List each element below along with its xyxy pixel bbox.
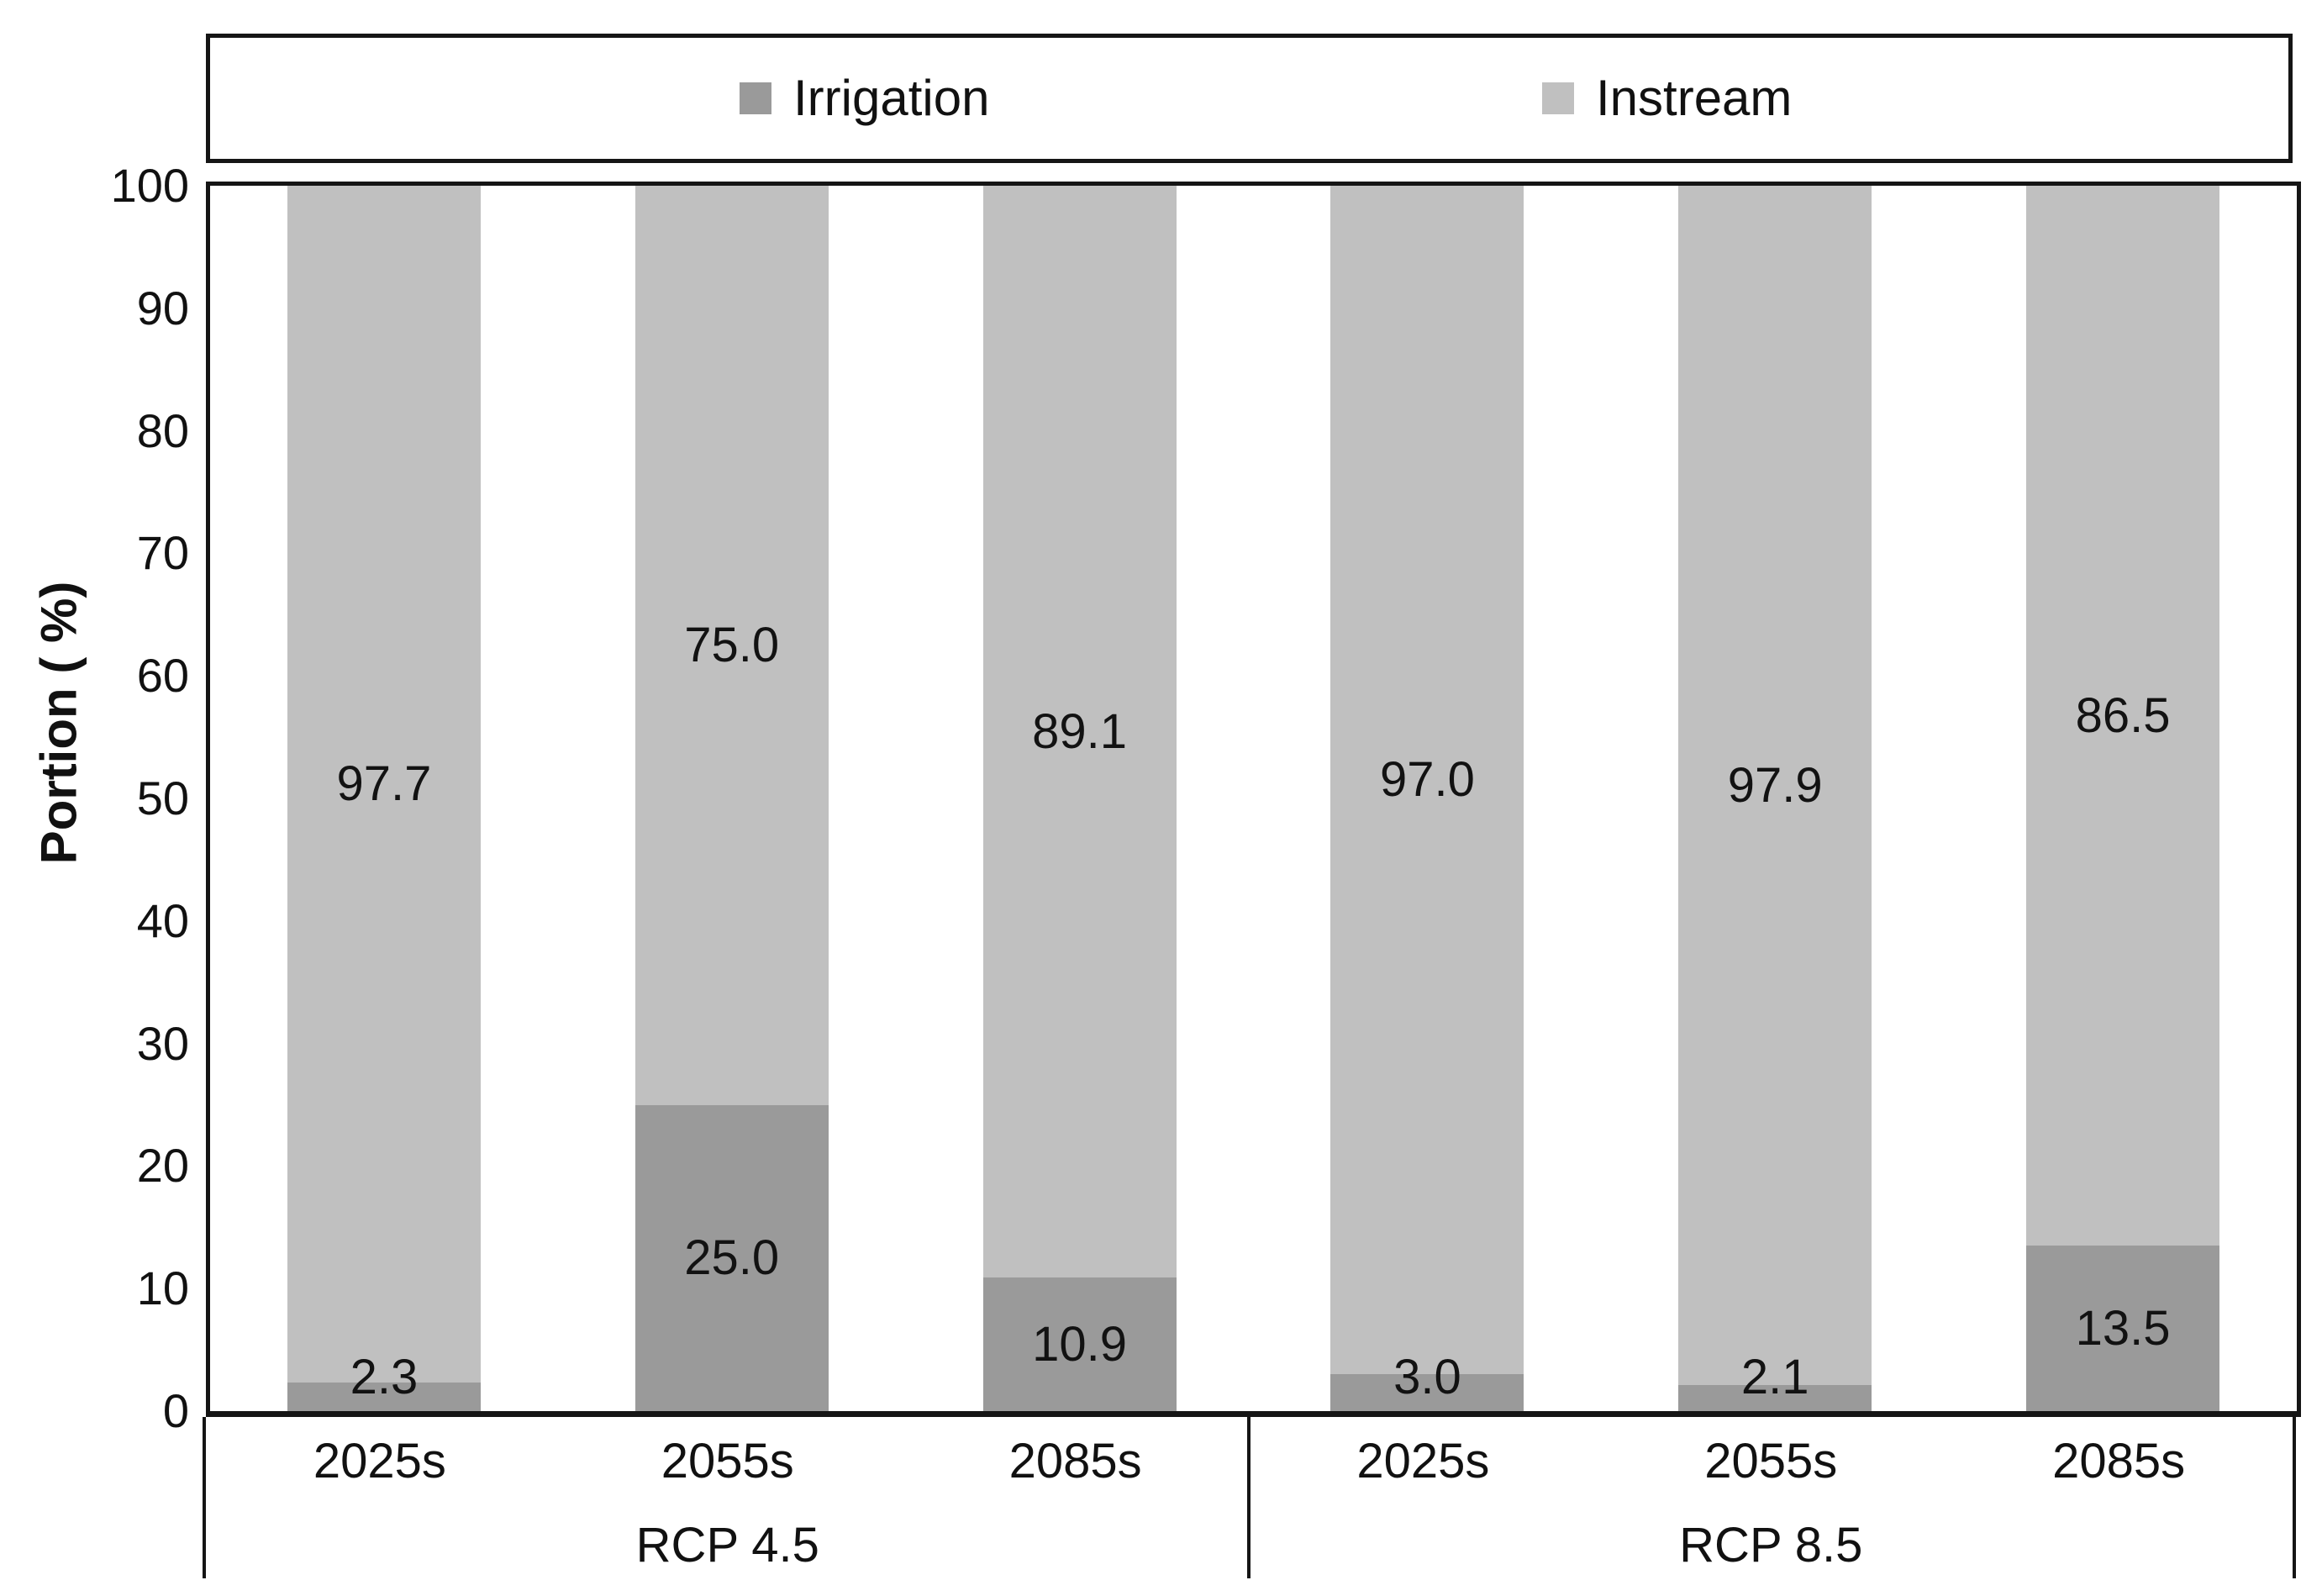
axis-extension-line-right <box>2293 1417 2296 1578</box>
bar-value-label-instream: 97.7 <box>336 756 432 812</box>
bar-value-label-irrigation: 13.5 <box>2075 1300 2171 1356</box>
irrigation-swatch-icon <box>740 82 771 114</box>
bar-segment-instream-2025s <box>1330 186 1524 1375</box>
x-group-label: RCP 8.5 <box>1679 1518 1863 1572</box>
legend-item-irrigation: Irrigation <box>740 73 989 124</box>
bar-value-label-instream: 97.9 <box>1727 757 1823 813</box>
bar-segment-instream-2085s <box>2026 186 2220 1246</box>
bar-segment-irrigation-2085s <box>2026 1246 2220 1411</box>
bar-segment-irrigation-2025s <box>1330 1374 1524 1411</box>
bar-segment-instream-2025s <box>287 186 481 1383</box>
bar-segment-irrigation-2055s <box>634 1104 829 1411</box>
x-category-label: 2085s <box>2052 1434 2186 1488</box>
y-tick-label: 20 <box>136 1139 189 1193</box>
bar-segment-irrigation-2055s <box>1678 1385 1872 1411</box>
y-tick-label: 80 <box>136 403 189 457</box>
x-axis-area: 2025s 2055s 2085s 2025s 2055s 2085s RCP 4.5 RCP… <box>203 1417 2296 1593</box>
bar-segment-instream-2085s <box>982 186 1177 1278</box>
legend-label-instream: Instream <box>1596 70 1793 126</box>
bar-value-label-instream: 97.0 <box>1379 752 1475 808</box>
y-tick-label: 50 <box>136 772 189 824</box>
y-tick-label: 70 <box>136 526 189 580</box>
bar-value-label-instream: 89.1 <box>1032 703 1128 759</box>
bar-value-label-irrigation: 2.1 <box>1740 1350 1809 1404</box>
y-tick-label: 100 <box>110 159 189 212</box>
bar-value-label-irrigation: 3.0 <box>1393 1350 1461 1404</box>
y-tick-label: 40 <box>136 893 189 947</box>
y-tick-label: 10 <box>136 1262 189 1315</box>
bar-value-label-irrigation: 10.9 <box>1032 1316 1128 1372</box>
bar-value-label-instream: 86.5 <box>2075 687 2171 743</box>
x-category-label: 2085s <box>1008 1434 1142 1488</box>
x-category-label: 2025s <box>1356 1434 1490 1488</box>
bar-value-label-irrigation: 2.3 <box>350 1350 419 1404</box>
bar-segment-instream-2055s <box>634 186 829 1105</box>
bar-value-label-irrigation: 25.0 <box>684 1230 780 1285</box>
bar-segment-irrigation-2085s <box>982 1277 1177 1411</box>
axis-extension-line-middle <box>1247 1417 1251 1578</box>
x-group-label: RCP 4.5 <box>635 1518 819 1572</box>
x-category-label: 2055s <box>661 1434 794 1488</box>
legend-item-instream: Instream <box>1542 73 1792 124</box>
bar-segment-instream-2055s <box>1678 186 1872 1386</box>
x-category-label: 2055s <box>1704 1434 1838 1488</box>
y-tick-label: 60 <box>136 649 189 703</box>
bar-segment-irrigation-2025s <box>287 1383 481 1411</box>
axis-extension-line-left <box>203 1417 206 1578</box>
bar-value-label-instream: 75.0 <box>684 617 780 672</box>
legend-label-irrigation: Irrigation <box>793 70 990 126</box>
x-category-label: 2025s <box>313 1434 446 1488</box>
y-tick-label: 90 <box>136 281 189 334</box>
y-tick-label: 30 <box>136 1016 189 1070</box>
y-tick-label: 0 <box>162 1384 189 1437</box>
legend: Irrigation Instream <box>206 34 2293 163</box>
instream-swatch-icon <box>1542 82 1574 114</box>
plot-area: 2.3 97.7 25.0 75.0 10.9 89.1 3.0 97.0 2.1 97.9 13.… <box>206 182 2301 1417</box>
